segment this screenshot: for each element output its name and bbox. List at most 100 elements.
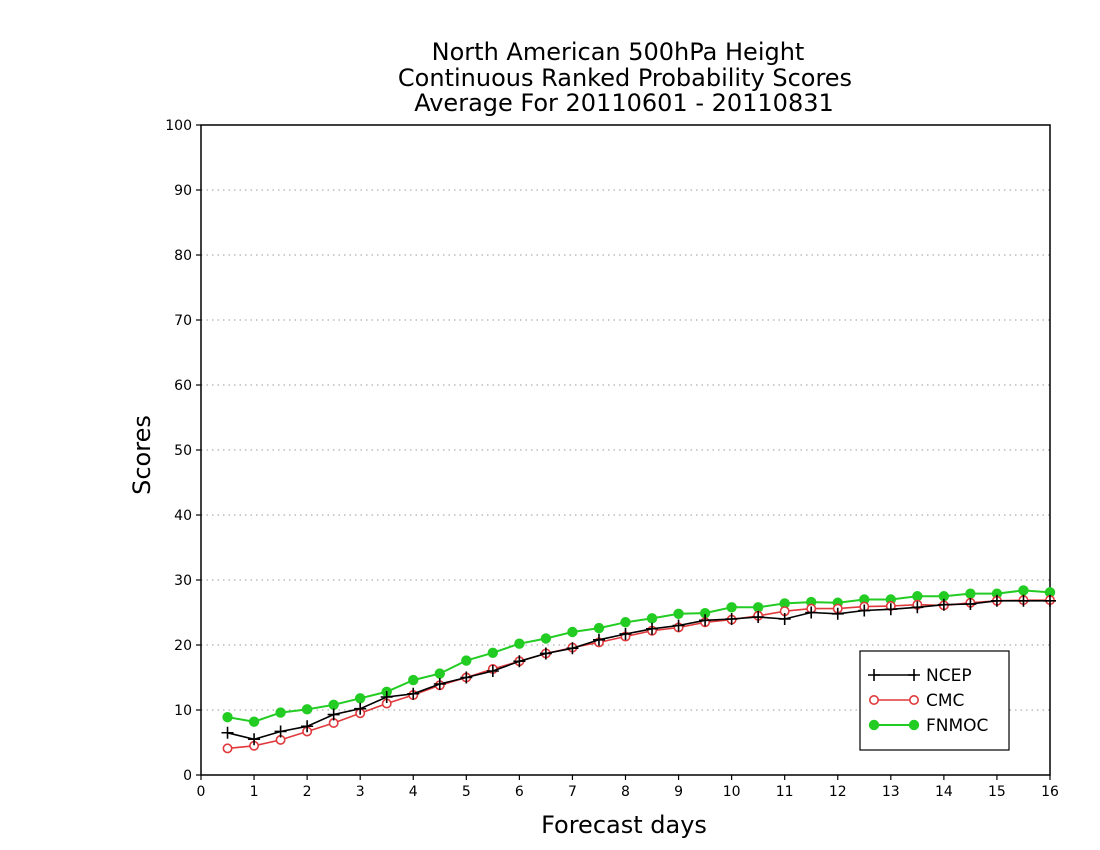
x-tick-label: 7	[568, 784, 577, 800]
data-point-fnmoc	[752, 602, 764, 613]
data-point-fnmoc	[673, 608, 684, 620]
chart-title-line-1: North American 500hPa Height	[432, 38, 805, 66]
data-point-fnmoc	[1018, 585, 1029, 596]
x-tick-label: 16	[1041, 784, 1059, 800]
data-point-ncep	[248, 733, 261, 746]
data-point-fnmoc	[301, 704, 313, 715]
x-tick-label: 2	[303, 784, 312, 800]
data-point-ncep	[566, 642, 579, 655]
data-point-ncep	[884, 603, 897, 616]
legend-label: CMC	[926, 691, 964, 711]
y-tick-label: 0	[183, 768, 192, 784]
data-point-ncep	[460, 671, 473, 684]
series-ncep	[221, 594, 1056, 746]
legend-marker-end	[908, 694, 919, 705]
data-point-fnmoc	[726, 602, 737, 613]
y-tick-label: 40	[174, 508, 192, 524]
data-point-ncep	[911, 601, 924, 614]
chart-title-line-3: Average For 20110601 - 20110831	[414, 89, 834, 117]
data-point-ncep	[380, 691, 393, 703]
x-tick-label: 9	[674, 784, 683, 800]
data-point-ncep	[1044, 594, 1056, 607]
data-point-fnmoc	[328, 699, 339, 711]
y-tick-label: 10	[174, 703, 192, 719]
data-point-fnmoc	[275, 707, 286, 718]
data-point-ncep	[619, 627, 632, 640]
legend-marker-start	[868, 669, 880, 681]
y-tick-label: 80	[174, 248, 192, 264]
y-tick-label: 50	[174, 443, 192, 459]
data-point-ncep	[433, 678, 446, 690]
x-tick-label: 4	[409, 784, 418, 800]
y-tick-label: 20	[174, 638, 192, 654]
data-point-ncep	[513, 655, 526, 668]
data-point-ncep	[990, 594, 1003, 607]
data-point-ncep	[672, 619, 685, 632]
data-point-ncep	[778, 613, 791, 625]
data-point-ncep	[964, 598, 977, 611]
x-tick-label: 1	[250, 784, 259, 800]
data-point-ncep	[725, 613, 738, 625]
data-point-fnmoc	[540, 633, 552, 644]
gridlines	[201, 189, 1050, 711]
data-point-ncep	[274, 725, 287, 738]
x-tick-label: 5	[462, 784, 471, 800]
data-point-fnmoc	[461, 655, 472, 666]
legend-item-fnmoc: FNMOC	[868, 716, 988, 736]
legend: NCEP CMC FNMOC	[859, 650, 1010, 751]
data-point-fnmoc	[487, 647, 499, 659]
y-tick-label: 70	[174, 313, 192, 329]
data-point-ncep	[752, 611, 765, 624]
data-point-ncep	[539, 647, 552, 660]
data-point-ncep	[221, 726, 234, 739]
x-tick-label: 12	[829, 784, 847, 800]
data-point-ncep	[1017, 594, 1030, 607]
data-point-ncep	[592, 633, 605, 646]
data-point-ncep	[805, 606, 818, 619]
x-tick-label: 10	[723, 784, 741, 800]
data-point-fnmoc	[248, 716, 260, 727]
legend-marker-end	[908, 669, 920, 681]
data-point-fnmoc	[354, 693, 366, 704]
data-point-fnmoc	[593, 622, 605, 634]
legend-marker-start	[868, 694, 879, 705]
series-layer	[221, 585, 1056, 754]
series-fnmoc	[222, 585, 1056, 727]
data-point-fnmoc	[646, 613, 658, 624]
data-point-fnmoc	[912, 591, 923, 602]
legend-marker-end	[908, 719, 920, 731]
plot-area-frame	[200, 124, 1051, 776]
x-tick-label: 6	[515, 784, 524, 800]
x-tick-label: 11	[776, 784, 794, 800]
x-tick-label: 13	[882, 784, 900, 800]
data-point-ncep	[354, 702, 367, 715]
data-point-fnmoc	[222, 711, 233, 723]
data-point-fnmoc	[620, 617, 631, 628]
x-tick-label: 14	[935, 784, 953, 800]
data-point-ncep	[486, 665, 499, 677]
data-point-fnmoc	[567, 626, 578, 638]
x-tick-label: 3	[356, 784, 365, 800]
legend-label: FNMOC	[926, 716, 988, 736]
data-point-ncep	[646, 622, 659, 635]
legend-item-ncep: NCEP	[868, 666, 972, 686]
data-point-ncep	[831, 607, 844, 620]
x-tick-label: 15	[988, 784, 1006, 800]
data-point-ncep	[301, 720, 314, 733]
legend-marker-start	[868, 719, 880, 731]
legend-label: NCEP	[926, 666, 972, 686]
data-point-ncep	[327, 708, 340, 721]
x-tick-label: 0	[197, 784, 206, 800]
y-tick-label: 30	[174, 573, 192, 589]
y-tick-label: 90	[174, 183, 192, 199]
data-point-ncep	[937, 598, 950, 611]
x-axis-label: Forecast days	[541, 811, 707, 839]
data-point-fnmoc	[408, 674, 419, 686]
data-point-ncep	[858, 604, 871, 617]
data-point-cmc	[222, 743, 233, 754]
y-axis-label: Scores	[128, 415, 156, 495]
data-point-fnmoc	[514, 638, 525, 649]
data-point-ncep	[699, 614, 712, 627]
